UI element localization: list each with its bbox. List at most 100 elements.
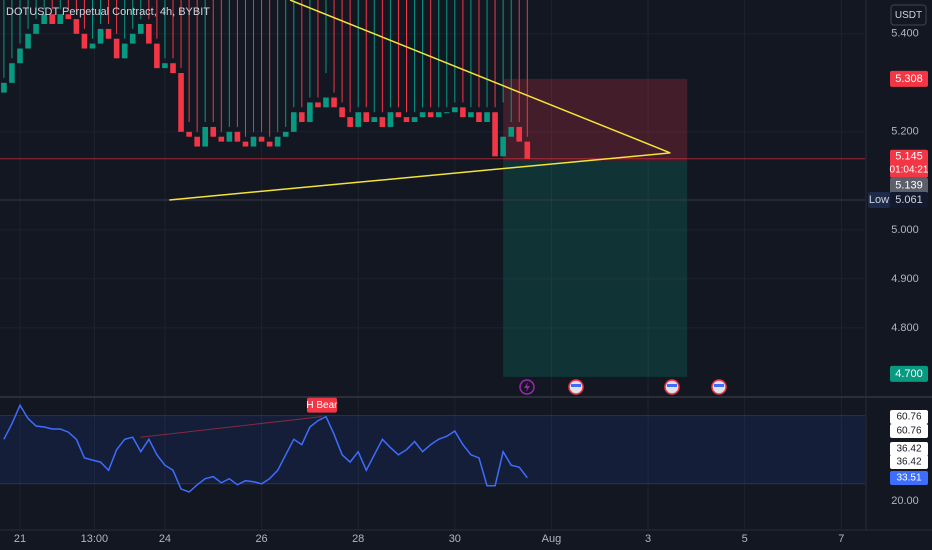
x-tick-label: 30 [449, 533, 461, 545]
candle-body [331, 97, 337, 108]
candle-body [299, 112, 305, 123]
candle-body [250, 136, 257, 147]
candle-body [121, 43, 128, 59]
x-tick-label: Aug [542, 533, 562, 545]
y-tick-label: 5.400 [891, 28, 919, 40]
target-price-label-bg [890, 365, 928, 382]
last-price-label-bg [890, 149, 928, 178]
low-price-label: 5.061 [895, 194, 923, 206]
candle-body [419, 112, 426, 118]
rsi-value-label-bg [890, 442, 928, 456]
candle-body [492, 112, 498, 157]
candle-body [97, 28, 104, 44]
target-zone [503, 161, 688, 377]
candle-body [524, 141, 531, 159]
candle-body [355, 112, 361, 127]
candle-body [154, 43, 160, 69]
entry-price-label-bg [890, 177, 928, 194]
candle-body [274, 136, 281, 147]
chart-title: DOTUSDT Perpetual Contract, 4h, BYBIT [6, 6, 210, 18]
x-tick-label: 28 [352, 533, 364, 545]
rsi-value-label-bg [890, 424, 928, 438]
rsi-value-label: 60.76 [896, 426, 921, 437]
candle-body [194, 136, 200, 147]
candle-body [178, 73, 184, 132]
candle-body [500, 136, 506, 157]
candle-body [170, 63, 176, 74]
candle-body [113, 38, 120, 59]
candle-body [395, 112, 402, 118]
rsi-value-label: 36.42 [896, 444, 921, 455]
candle-body [242, 141, 249, 147]
rsi-value-label-bg [890, 455, 928, 469]
candle-body [339, 107, 345, 118]
candle-body [81, 33, 88, 49]
candle-body [105, 28, 112, 39]
rsi-value-label-bg [890, 410, 928, 424]
divergence-line [140, 416, 323, 438]
rsi-value-label-bg [890, 471, 928, 485]
last-price-label: 5.145 [895, 151, 923, 163]
candle-body [186, 131, 192, 137]
stop-price-label-bg [890, 70, 928, 87]
candle-body [65, 14, 72, 20]
candle-body [476, 112, 482, 123]
candle-body [443, 112, 450, 114]
x-tick-label: 3 [645, 533, 651, 545]
entry-price-label: 5.139 [895, 180, 923, 192]
candle-body [49, 14, 56, 25]
y-tick-label: 5.200 [891, 126, 919, 138]
candle-body [347, 117, 353, 127]
x-tick-label: 24 [159, 533, 171, 545]
low-price-label-bg [890, 191, 928, 208]
candle-body [516, 126, 523, 142]
rsi-band [0, 415, 865, 484]
candle-body [307, 102, 313, 123]
event-icon-bolt [524, 382, 530, 392]
rsi-value-label: 36.42 [896, 457, 921, 468]
candle-body [41, 14, 47, 25]
candle-body [460, 107, 466, 118]
candle-body [226, 131, 233, 142]
y-tick-label: 4.900 [891, 273, 919, 285]
candle-body [427, 112, 434, 118]
event-icons [519, 379, 727, 395]
plot [0, 0, 865, 493]
candle-body [73, 19, 80, 34]
trendline [169, 152, 671, 201]
candle-body [363, 112, 370, 123]
currency-button[interactable] [890, 4, 927, 26]
low-tag: Low [869, 194, 889, 206]
candle-body [387, 112, 394, 127]
x-tick-label: 7 [838, 533, 844, 545]
candle-body [411, 117, 418, 123]
divergence-label-bg [306, 397, 337, 413]
y-tick-label: 5.000 [891, 224, 919, 236]
rsi-value-label: 60.76 [896, 412, 921, 423]
candle-body [266, 141, 273, 147]
candle-body [323, 97, 329, 108]
candle-body [202, 126, 208, 147]
currency[interactable]: USDT [895, 10, 922, 21]
event-flag [571, 384, 581, 387]
rsi-line [3, 403, 528, 493]
candle-body [89, 43, 96, 49]
candle-body [218, 136, 225, 142]
candle-body [315, 102, 321, 108]
candle-body [25, 33, 31, 49]
candle-body [484, 112, 490, 123]
candle-body [452, 107, 458, 113]
candle-body [468, 112, 474, 118]
low-tag-bg [868, 191, 890, 208]
countdown: 01:04:21 [890, 164, 929, 175]
y-tick-label: 4.800 [891, 322, 919, 334]
x-tick-label: 21 [14, 533, 26, 545]
candle-body [435, 112, 442, 118]
trendline [289, 0, 671, 154]
candle-body [282, 131, 289, 137]
candle-body [210, 126, 217, 137]
event-flag [667, 384, 677, 387]
candle-body [258, 136, 265, 142]
rsi-value-label: 33.51 [896, 473, 921, 484]
